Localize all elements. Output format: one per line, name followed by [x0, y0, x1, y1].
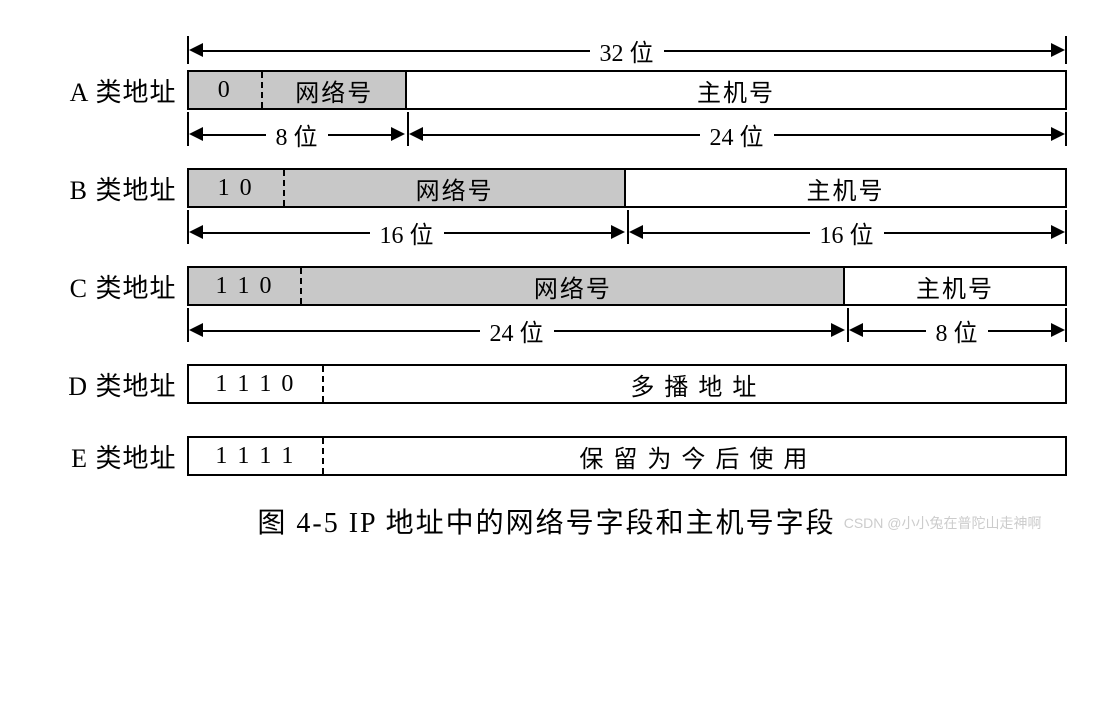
dim-a-net: 8 位: [266, 117, 328, 152]
dim-total: 32 位: [22, 30, 1072, 70]
class-b-row: B 类地址 1 0 网络号 主机号: [22, 168, 1072, 208]
class-d-body: 多 播 地 址: [324, 366, 1064, 402]
class-e-prefix: 1 1 1 1: [189, 438, 325, 474]
class-d-label: D 类地址: [22, 366, 187, 403]
ip-class-diagram: 32 位 A 类地址 0 网络号 主机号 8 位: [22, 30, 1072, 541]
class-c-label: C 类地址: [22, 268, 187, 305]
class-a-net: 网络号: [263, 72, 408, 108]
class-b-host: 主机号: [626, 170, 1064, 206]
class-a-prefix: 0: [189, 72, 263, 108]
dim-a-host: 24 位: [700, 117, 774, 152]
class-e-body: 保 留 为 今 后 使 用: [324, 438, 1064, 474]
class-b-prefix: 1 0: [189, 170, 285, 206]
class-e-row: E 类地址 1 1 1 1 保 留 为 今 后 使 用: [22, 436, 1072, 476]
class-d-prefix: 1 1 1 0: [189, 366, 325, 402]
class-a-host: 主机号: [407, 72, 1064, 108]
class-c-row: C 类地址 1 1 0 网络号 主机号: [22, 266, 1072, 306]
class-a-row: A 类地址 0 网络号 主机号: [22, 70, 1072, 110]
watermark: CSDN @小小兔在普陀山走神啊: [844, 513, 1042, 533]
class-c-net: 网络号: [302, 268, 845, 304]
dim-b-net: 16 位: [370, 215, 444, 250]
class-b-net: 网络号: [285, 170, 627, 206]
dim-c-host: 8 位: [926, 313, 988, 348]
dim-b: 16 位 16 位: [22, 212, 1072, 252]
dim-total-label: 32 位: [590, 33, 664, 68]
class-e-label: E 类地址: [22, 438, 187, 475]
dim-a: 8 位 24 位: [22, 114, 1072, 154]
dim-b-host: 16 位: [810, 215, 884, 250]
dim-c-net: 24 位: [480, 313, 554, 348]
class-d-row: D 类地址 1 1 1 0 多 播 地 址: [22, 364, 1072, 404]
class-c-host: 主机号: [845, 268, 1064, 304]
class-c-prefix: 1 1 0: [189, 268, 303, 304]
class-a-label: A 类地址: [22, 72, 187, 109]
class-b-label: B 类地址: [22, 170, 187, 207]
dim-c: 24 位 8 位: [22, 310, 1072, 350]
